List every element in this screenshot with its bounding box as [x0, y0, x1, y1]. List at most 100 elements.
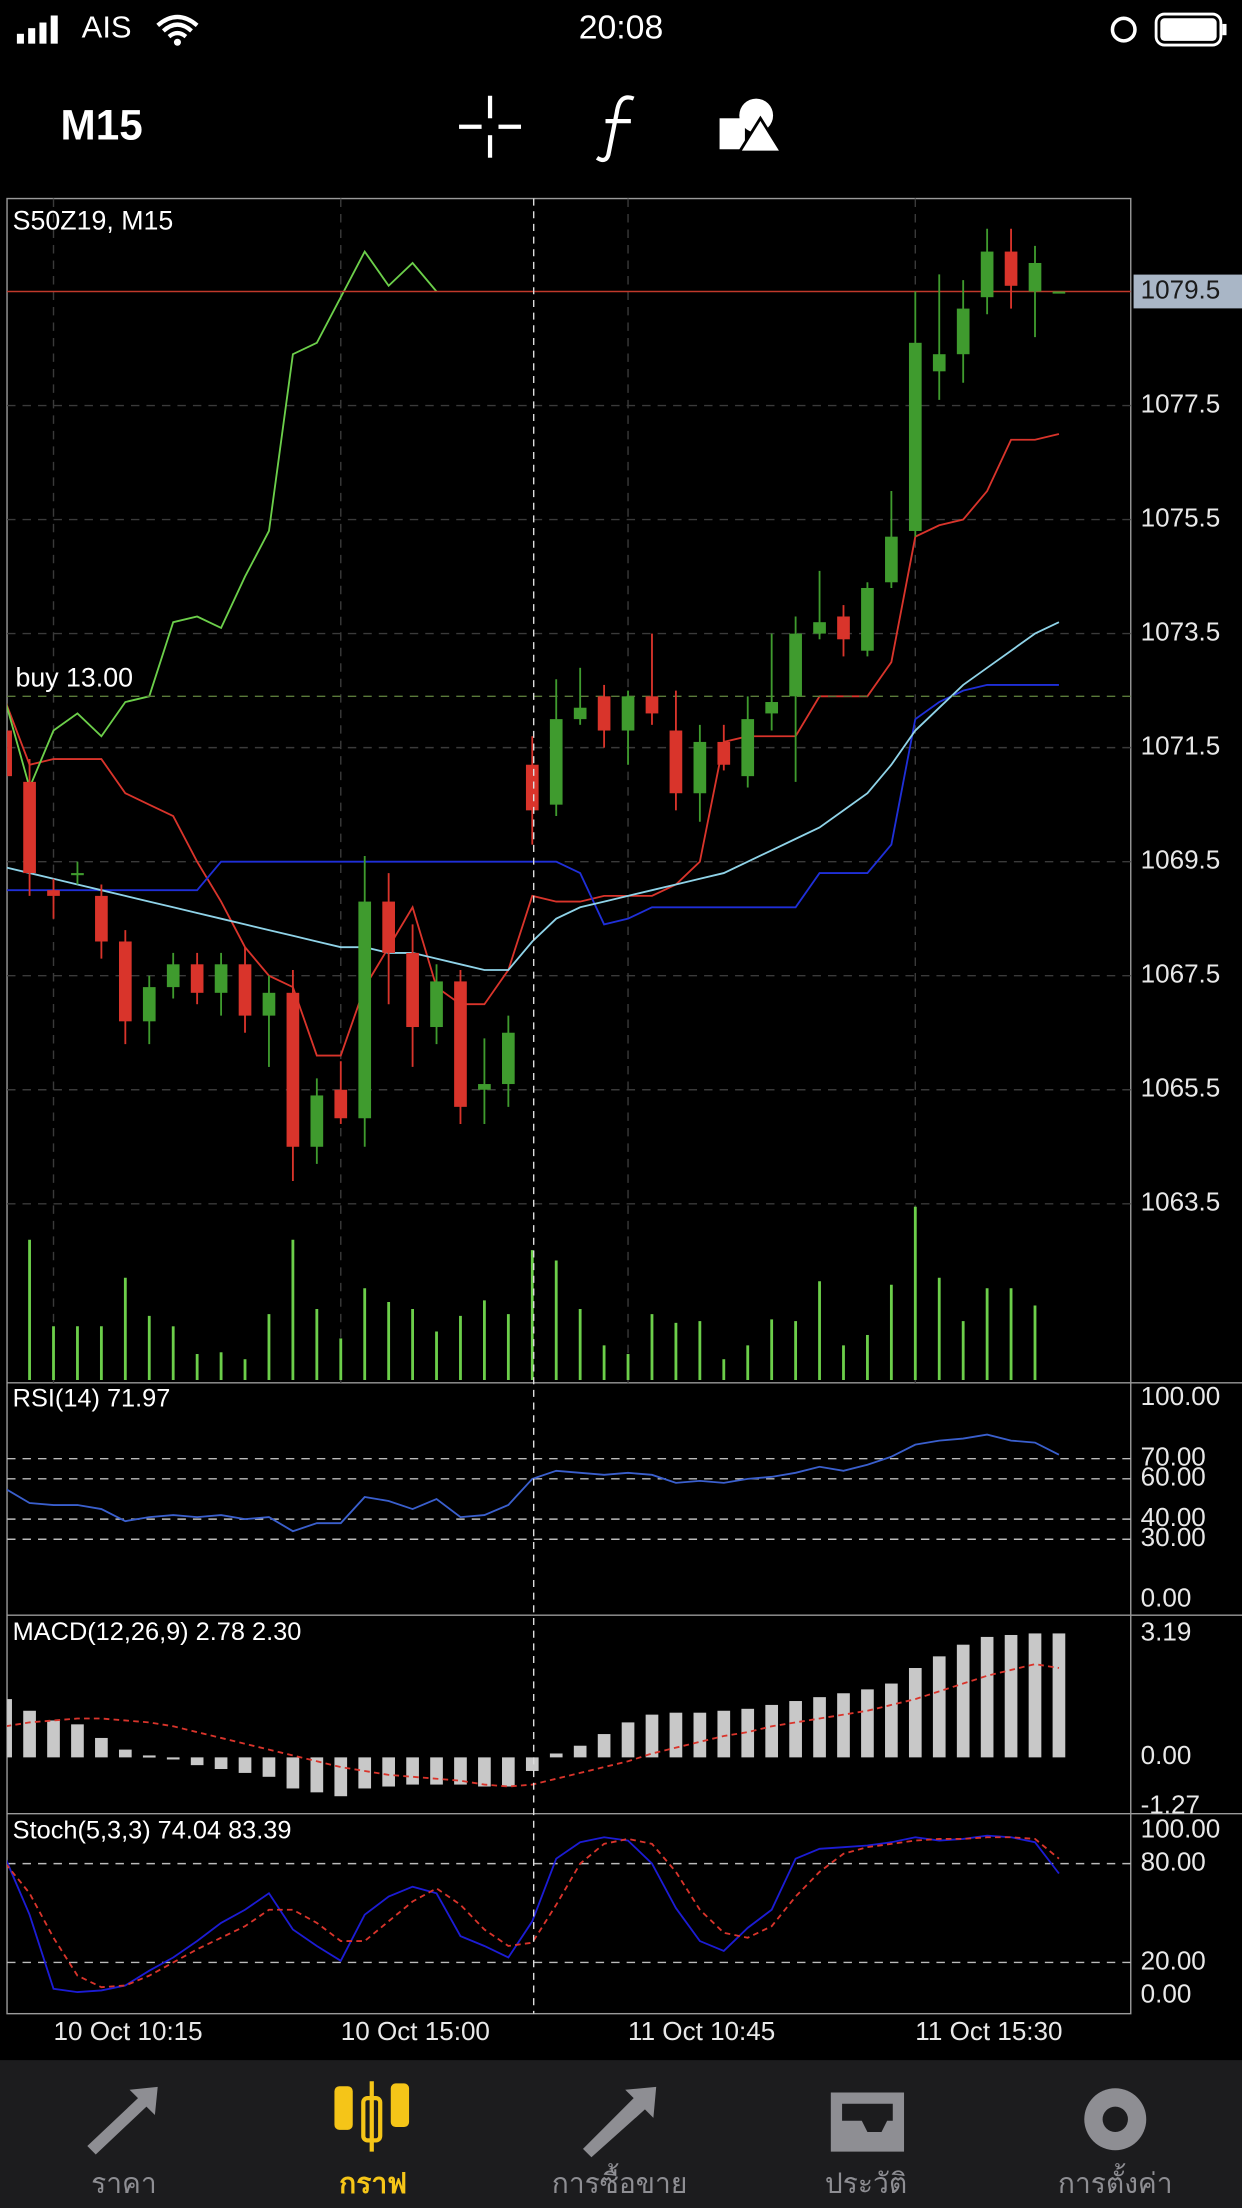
candle-body [502, 1032, 515, 1085]
candle-body [573, 707, 587, 720]
macd-bar [693, 1712, 707, 1758]
candle-body [908, 342, 922, 531]
tab-label[interactable]: ประวัติ [825, 2168, 907, 2199]
y-tick-label: 0.00 [1141, 1583, 1192, 1613]
y-tick-label: 30.00 [1141, 1522, 1206, 1552]
macd-bar [885, 1683, 898, 1758]
chart-frame [6, 197, 1132, 2015]
y-tick-label: 1065.5 [1141, 1073, 1221, 1103]
macd-bar [956, 1644, 970, 1758]
y-tick-label: 1069.5 [1141, 845, 1221, 875]
tab-label[interactable]: ราคา [91, 2168, 157, 2199]
macd-bar [7, 1699, 12, 1758]
macd-bar [430, 1757, 443, 1785]
macd-signal [7, 1663, 1060, 1788]
candle-body [1028, 262, 1042, 292]
signal-bar [28, 28, 36, 44]
candle-body [789, 633, 802, 697]
tab-label[interactable]: การซื้อขาย [552, 2163, 688, 2199]
indicator-line [7, 683, 1059, 926]
y-tick-label: 0.00 [1141, 1978, 1192, 2008]
wifi-dot [173, 38, 181, 46]
y-tick-label: 100.00 [1141, 1381, 1221, 1411]
y-tick-label: 70.00 [1141, 1442, 1206, 1472]
macd-bar [525, 1757, 539, 1771]
candle-body [597, 696, 611, 731]
candle-body [813, 622, 826, 634]
icon-candle [334, 2086, 353, 2130]
candle-body [95, 895, 108, 942]
candle-body [430, 981, 443, 1028]
candle-body [932, 354, 946, 372]
wifi-icon [156, 14, 199, 39]
candle-body [525, 764, 539, 811]
indicator-line [7, 249, 438, 791]
macd-bar [645, 1714, 659, 1758]
candle-body [621, 696, 635, 731]
candle-body [980, 251, 994, 298]
buy-label: buy 13.00 [15, 662, 133, 692]
y-tick-label: 1075.5 [1141, 502, 1221, 532]
candle-body [478, 1084, 491, 1090]
candle-body [142, 987, 156, 1022]
signal-bar [50, 15, 58, 44]
candle-body [885, 536, 898, 583]
y-tick-label: 20.00 [1141, 1945, 1206, 1975]
candle-body [1004, 251, 1018, 286]
indicator-line [7, 433, 1060, 1057]
candle-body [71, 873, 84, 876]
candle-body [765, 702, 779, 714]
macd-bar [190, 1757, 204, 1766]
macd-bar [789, 1701, 802, 1758]
battery-level [1160, 18, 1217, 41]
tab-label[interactable]: การตั้งค่า [1058, 2163, 1173, 2199]
carrier: AIS [82, 10, 132, 45]
y-tick-label: 100.00 [1141, 1814, 1221, 1844]
icon-square [719, 118, 745, 150]
y-tick-label: 1071.5 [1141, 731, 1221, 761]
y-tick-label: 1073.5 [1141, 616, 1221, 646]
objects-button[interactable] [719, 98, 785, 154]
macd-bar [382, 1757, 395, 1787]
macd-bar [406, 1757, 419, 1785]
alarm-icon [1110, 16, 1137, 43]
stoch-main [7, 1834, 1060, 1994]
macd-label: MACD(12,26,9) 2.78 2.30 [13, 1618, 302, 1646]
candle-body [454, 981, 467, 1107]
tab-icon-settings-hole [1102, 2106, 1128, 2132]
y-tick-label: 60.00 [1141, 1462, 1206, 1492]
macd-bar [118, 1749, 132, 1758]
battery-frame [1154, 12, 1223, 47]
candle-body [837, 616, 850, 640]
y-tick-label: -1.27 [1141, 1790, 1200, 1820]
tab-icon-history [830, 2092, 905, 2152]
y-tick-label: 1067.5 [1141, 959, 1221, 989]
macd-bar [358, 1757, 372, 1789]
y-tick-label: 80.00 [1141, 1846, 1206, 1876]
candle-body [549, 719, 563, 805]
signal-bar [16, 33, 24, 44]
rsi-line [7, 1433, 1060, 1533]
macd-bar [1052, 1633, 1066, 1758]
candle-body [358, 901, 372, 1119]
macd-bar [454, 1757, 467, 1785]
candle-body [310, 1095, 324, 1147]
main-plot [7, 228, 1131, 1181]
candle-body [1052, 291, 1066, 294]
crosshair-button[interactable] [459, 95, 522, 158]
timeframe[interactable]: M15 [61, 101, 143, 148]
candle-body [262, 992, 276, 1016]
tab-label[interactable]: กราฟ [339, 2168, 407, 2199]
candle-body [956, 308, 970, 355]
macd-bar [166, 1757, 180, 1760]
macd-bar [238, 1757, 252, 1773]
y-tick-label: 3.19 [1141, 1616, 1192, 1646]
indicator-button[interactable] [595, 95, 635, 163]
macd-bar [502, 1757, 515, 1787]
battery-tip [1222, 23, 1227, 36]
macd-bar [478, 1757, 491, 1787]
macd-bar [741, 1708, 755, 1758]
status-bar: AIS 20:08 [16, 8, 1227, 47]
candle-body [741, 719, 755, 777]
